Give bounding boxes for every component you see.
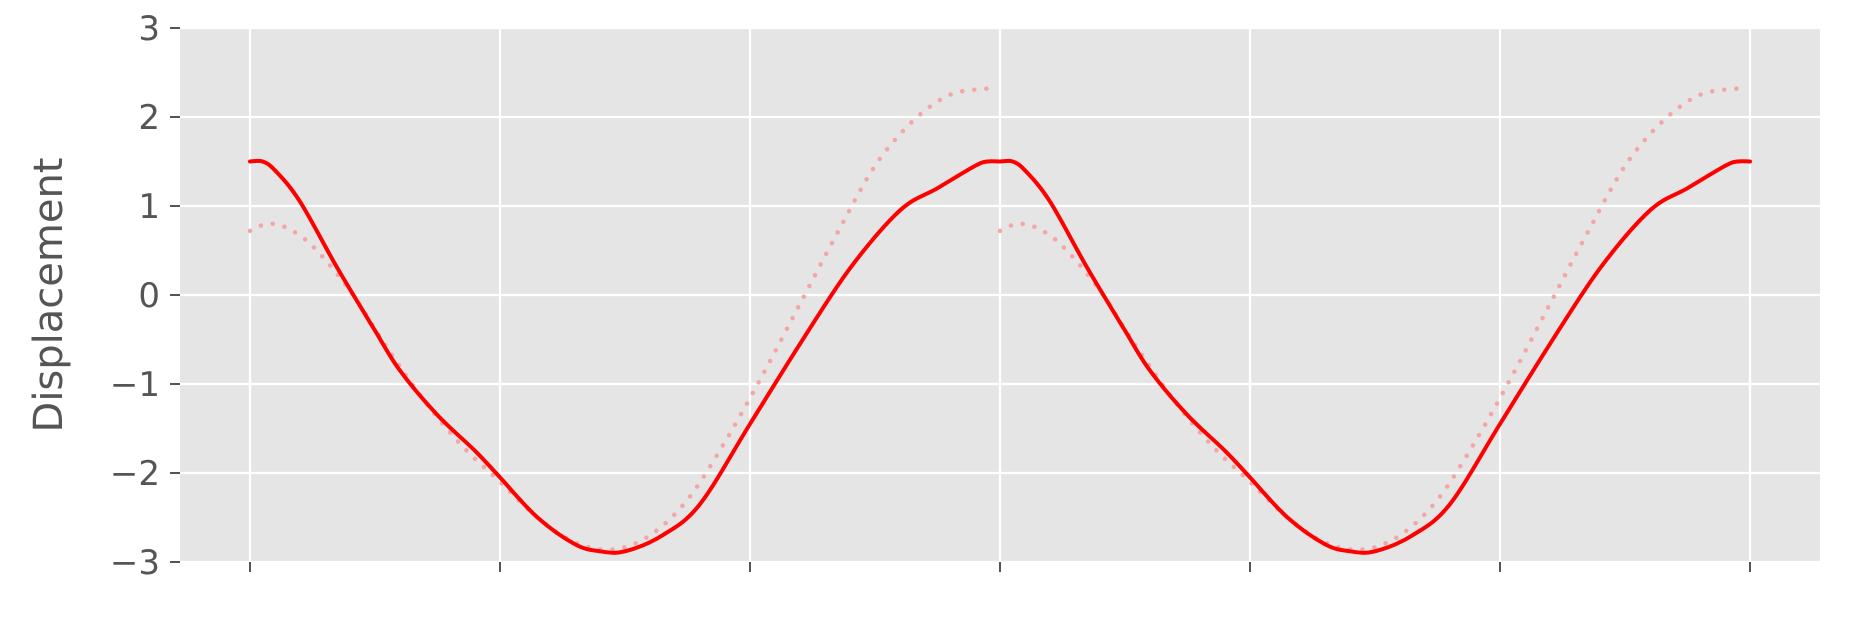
y-tick-label: −2 bbox=[110, 454, 160, 494]
grid-lines bbox=[180, 26, 1820, 564]
y-axis-label: Displacement bbox=[26, 158, 72, 433]
y-tick-label: 2 bbox=[138, 98, 160, 138]
y-tick-label: 3 bbox=[138, 9, 160, 49]
y-tick-label: 1 bbox=[138, 187, 160, 227]
y-tick-label: 0 bbox=[138, 276, 160, 316]
series-layer bbox=[247, 86, 1752, 555]
axis-ticks: −3 −2 −1 0 1 2 3 bbox=[110, 9, 1751, 583]
y-tick-label: −3 bbox=[110, 543, 160, 583]
y-tick-label: −1 bbox=[110, 365, 160, 405]
series-line-solid bbox=[248, 158, 1752, 555]
